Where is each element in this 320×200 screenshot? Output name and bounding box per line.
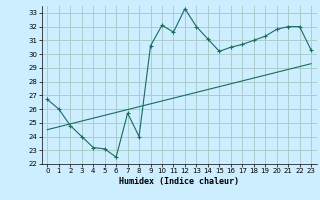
X-axis label: Humidex (Indice chaleur): Humidex (Indice chaleur) (119, 177, 239, 186)
